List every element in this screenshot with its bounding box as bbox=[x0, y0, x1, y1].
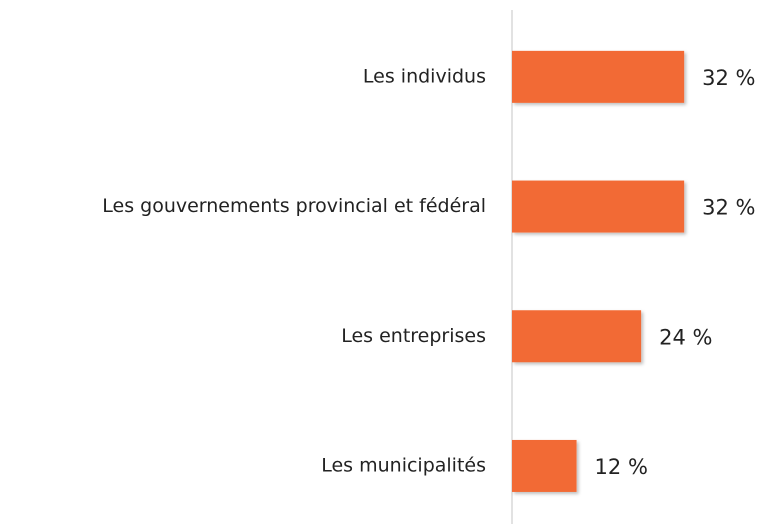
category-label: Les individus bbox=[363, 65, 486, 87]
value-label: 24 % bbox=[659, 325, 712, 349]
bar bbox=[512, 180, 685, 233]
bar bbox=[512, 50, 685, 103]
category-label: Les gouvernements provincial et fédéral bbox=[102, 195, 486, 217]
bar bbox=[512, 310, 642, 363]
category-label: Les entreprises bbox=[341, 325, 486, 347]
value-label: 32 % bbox=[702, 196, 755, 220]
bar bbox=[512, 439, 577, 492]
value-label: 32 % bbox=[702, 66, 755, 90]
value-label: 12 % bbox=[595, 455, 648, 479]
category-label: Les municipalités bbox=[321, 454, 486, 476]
